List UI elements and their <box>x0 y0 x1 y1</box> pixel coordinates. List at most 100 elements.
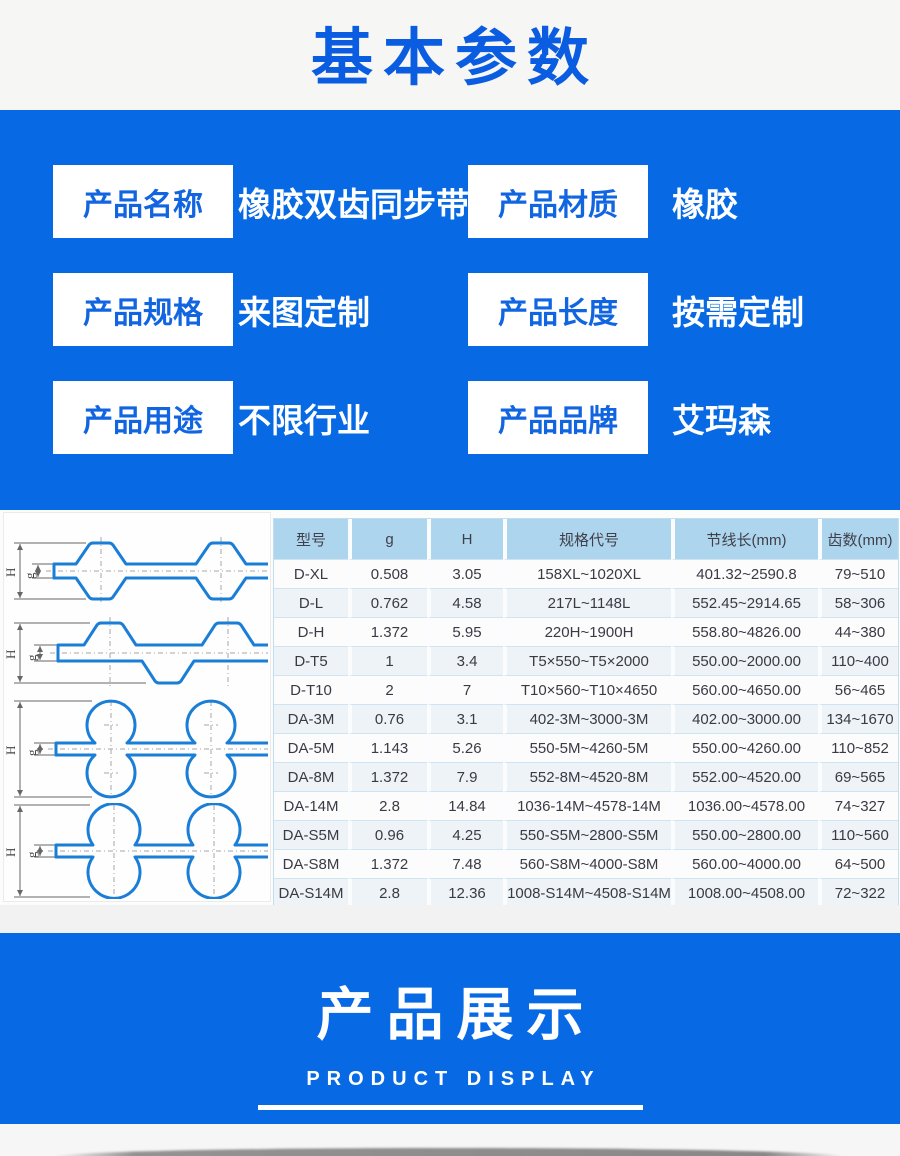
table-cell: 550-S5M~2800-S5M <box>503 820 671 849</box>
table-row: DA-8M 1.372 7.9 552-8M~4520-8M 552.00~4520.0… <box>274 762 898 791</box>
table-cell: DA-3M <box>274 704 348 733</box>
belt-profile-diagram-trapezoid-staggered-icon: H g <box>6 617 268 689</box>
param-label: 产品名称 <box>83 188 203 222</box>
table-cell: D-T10 <box>274 675 348 704</box>
table-cell: D-L <box>274 588 348 617</box>
basic-params-section: 产品名称 橡胶双齿同步带 产品材质 橡胶 产品规格 来图定制 产品长度 按需定制… <box>0 110 900 510</box>
section-divider <box>0 905 900 933</box>
table-cell: 2 <box>348 675 427 704</box>
banner-subtitle: PRODUCT DISPLAY <box>306 1068 601 1090</box>
param-product-brand: 产品品牌 艾玛森 <box>468 381 771 454</box>
table-header-row: 型号 g H 规格代号 节线长(mm) 齿数(mm) <box>274 519 898 559</box>
banner-title: 产品展示 <box>316 981 597 1048</box>
table-cell: 44~380 <box>818 617 898 646</box>
table-header-h: H <box>427 519 503 559</box>
table-cell: 158XL~1020XL <box>503 559 671 588</box>
param-label: 产品品牌 <box>498 404 618 438</box>
param-label-box: 产品规格 <box>53 273 233 346</box>
table-cell: 64~500 <box>818 849 898 878</box>
table-cell: 5.95 <box>427 617 503 646</box>
table-row: DA-S14M 2.8 12.36 1008-S14M~4508-S14M 1008.0… <box>274 878 898 907</box>
table-cell: 0.508 <box>348 559 427 588</box>
table-cell: 3.4 <box>427 646 503 675</box>
table-cell: 12.36 <box>427 878 503 907</box>
param-product-use: 产品用途 不限行业 <box>53 381 370 454</box>
param-product-spec: 产品规格 来图定制 <box>53 273 370 346</box>
table-cell: 220H~1900H <box>503 617 671 646</box>
belt-profile-diagram-round-aligned-icon: H g <box>6 699 268 799</box>
param-label-box: 产品名称 <box>53 165 233 238</box>
table-cell: 110~852 <box>818 733 898 762</box>
belt-profile-diagram-trapezoid-aligned-icon: H g <box>6 537 268 605</box>
param-label: 产品长度 <box>498 296 618 330</box>
table-cell: DA-S5M <box>274 820 348 849</box>
table-row: D-XL 0.508 3.05 158XL~1020XL 401.32~2590.8 79… <box>274 559 898 588</box>
table-cell: 0.762 <box>348 588 427 617</box>
dim-g-label: g <box>22 572 37 579</box>
table-cell: 56~465 <box>818 675 898 704</box>
param-label-box: 产品长度 <box>468 273 648 346</box>
table-cell: 74~327 <box>818 791 898 820</box>
param-value: 按需定制 <box>672 293 804 331</box>
table-cell: 0.96 <box>348 820 427 849</box>
table-cell: 550-5M~4260-5M <box>503 733 671 762</box>
param-product-material: 产品材质 橡胶 <box>468 165 738 238</box>
table-cell: 402.00~3000.00 <box>671 704 818 733</box>
spec-table-body: D-XL 0.508 3.05 158XL~1020XL 401.32~2590.8 79… <box>274 559 898 907</box>
table-row: D-L 0.762 4.58 217L~1148L 552.45~2914.65 58~3… <box>274 588 898 617</box>
table-cell: D-H <box>274 617 348 646</box>
table-cell: DA-S14M <box>274 878 348 907</box>
basic-params-header: 基本参数 <box>0 0 900 110</box>
dim-h-label: H <box>6 746 18 755</box>
table-cell: 1.372 <box>348 849 427 878</box>
table-row: DA-S8M 1.372 7.48 560-S8M~4000-S8M 560.00~40… <box>274 849 898 878</box>
table-cell: 550.00~2000.00 <box>671 646 818 675</box>
table-cell: 72~322 <box>818 878 898 907</box>
table-row: D-H 1.372 5.95 220H~1900H 558.80~4826.00 44~3… <box>274 617 898 646</box>
table-cell: 550.00~2800.00 <box>671 820 818 849</box>
param-value: 不限行业 <box>238 401 370 439</box>
table-cell: 0.76 <box>348 704 427 733</box>
param-value: 橡胶 <box>672 185 738 223</box>
spec-section: H g H g <box>0 510 900 908</box>
param-label-box: 产品材质 <box>468 165 648 238</box>
table-cell: 79~510 <box>818 559 898 588</box>
table-cell: 14.84 <box>427 791 503 820</box>
banner-underline <box>257 1105 643 1110</box>
param-label: 产品材质 <box>498 188 618 222</box>
table-cell: 4.25 <box>427 820 503 849</box>
param-value: 艾玛森 <box>672 401 771 439</box>
table-cell: 1.372 <box>348 617 427 646</box>
table-cell: 1.143 <box>348 733 427 762</box>
table-row: D-T5 1 3.4 T5×550~T5×2000 550.00~2000.00 110~… <box>274 646 898 675</box>
param-value: 来图定制 <box>238 293 370 331</box>
table-cell: 552.00~4520.00 <box>671 762 818 791</box>
table-cell: T10×560~T10×4650 <box>503 675 671 704</box>
belt-profile-diagrams: H g H g <box>3 512 271 902</box>
param-product-length: 产品长度 按需定制 <box>468 273 804 346</box>
table-cell: 3.1 <box>427 704 503 733</box>
table-cell: DA-5M <box>274 733 348 762</box>
table-header-model: 型号 <box>274 519 348 559</box>
table-header-pitch-length: 节线长(mm) <box>671 519 818 559</box>
table-cell: 1008.00~4508.00 <box>671 878 818 907</box>
spec-table: 型号 g H 规格代号 节线长(mm) 齿数(mm) D-XL 0.508 3.05… <box>273 518 899 908</box>
table-row: D-T10 2 7 T10×560~T10×4650 560.00~4650.00 56~… <box>274 675 898 704</box>
page-title: 基本参数 <box>310 21 599 94</box>
table-cell: 550.00~4260.00 <box>671 733 818 762</box>
table-cell: 552-8M~4520-8M <box>503 762 671 791</box>
table-cell: 7 <box>427 675 503 704</box>
table-cell: 4.58 <box>427 588 503 617</box>
param-value: 橡胶双齿同步带 <box>238 185 469 223</box>
footer-area <box>0 1124 900 1156</box>
table-cell: 7.9 <box>427 762 503 791</box>
dim-g-label: g <box>24 851 39 858</box>
table-row: DA-5M 1.143 5.26 550-5M~4260-5M 550.00~4260.… <box>274 733 898 762</box>
table-row: DA-S5M 0.96 4.25 550-S5M~2800-S5M 550.00~280… <box>274 820 898 849</box>
table-cell: 558.80~4826.00 <box>671 617 818 646</box>
table-header-g: g <box>348 519 427 559</box>
table-cell: 402-3M~3000-3M <box>503 704 671 733</box>
param-label-box: 产品用途 <box>53 381 233 454</box>
dim-h-label: H <box>6 568 18 577</box>
table-cell: 1036.00~4578.00 <box>671 791 818 820</box>
